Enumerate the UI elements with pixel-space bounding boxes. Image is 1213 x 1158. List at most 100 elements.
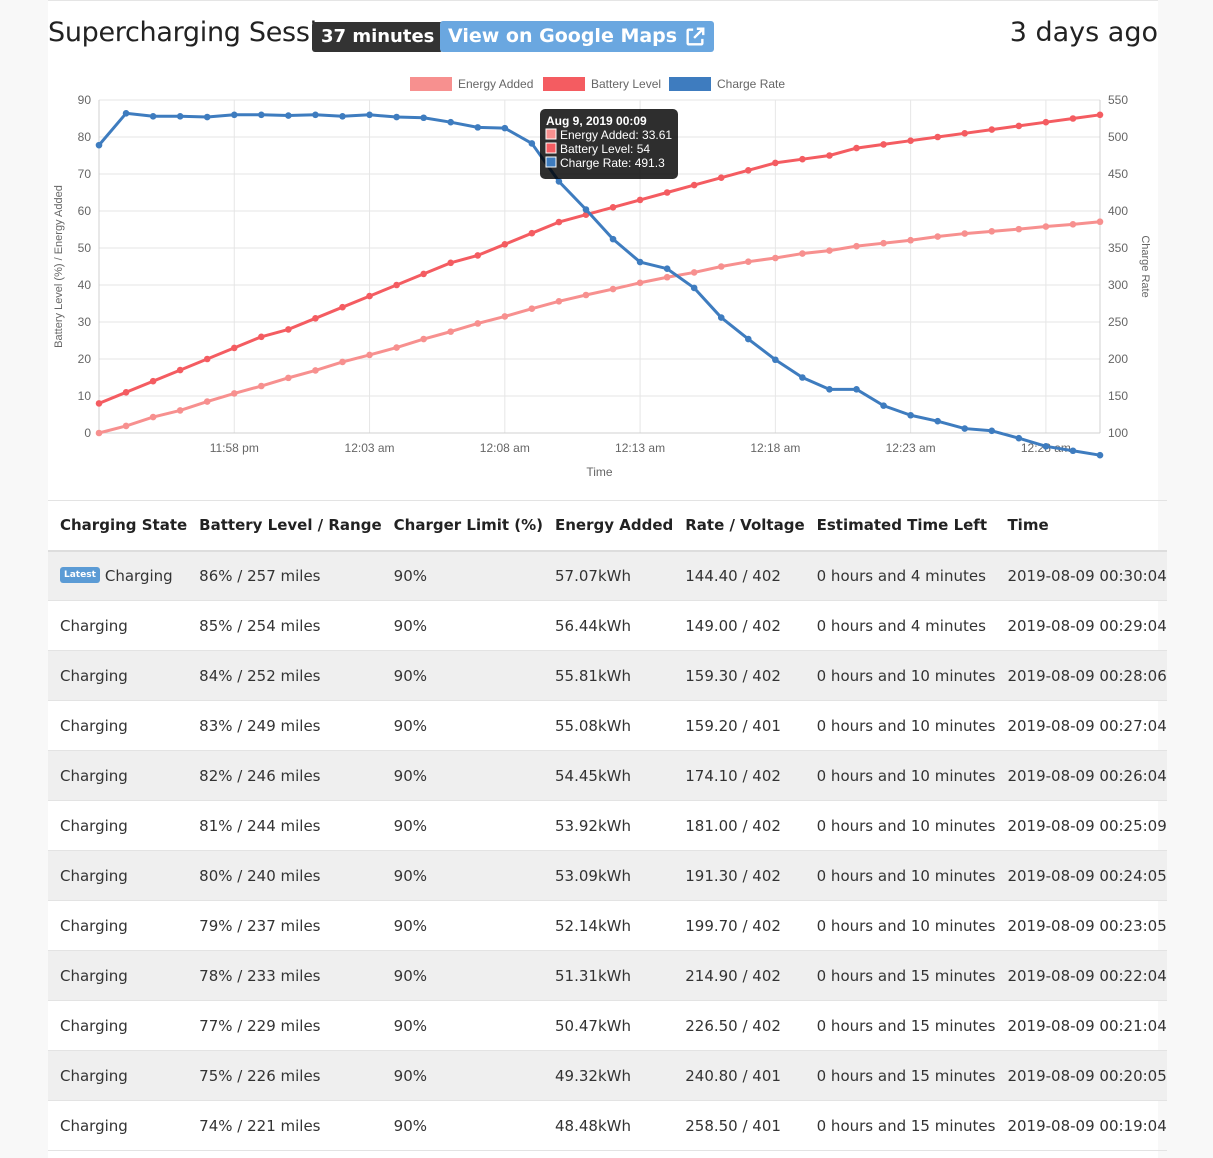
energy-added-point (95, 429, 103, 437)
y-left-tick-label: 10 (78, 389, 92, 403)
energy-added-point (528, 305, 536, 312)
energy-added-point (312, 367, 319, 374)
x-tick-label: 11:58 pm (210, 441, 259, 455)
time-left-cell: 0 hours and 10 minutes (816, 716, 996, 735)
rate-voltage-cell: 191.30 / 402 (685, 866, 781, 885)
battery-level-point (474, 252, 482, 259)
charge-rate-point (393, 113, 400, 121)
rate-voltage-cell: 199.70 / 402 (685, 916, 781, 935)
charge-rate-point (176, 112, 184, 120)
energy-added-point (474, 320, 482, 327)
battery-level-point (339, 303, 346, 311)
external-link-icon (686, 27, 705, 46)
time-left-cell: 0 hours and 15 minutes (816, 1016, 996, 1035)
energy-added-point (285, 374, 292, 382)
time-cell: 2019-08-09 00:23:05 (1007, 916, 1167, 935)
page-title: Supercharging Session (48, 17, 350, 48)
energy-added-point (366, 351, 373, 359)
battery-range-cell: 81% / 244 miles (199, 816, 321, 835)
energy-added-point (122, 422, 130, 430)
table-header-row: Charging State Battery Level / Range Cha… (48, 500, 1167, 551)
x-tick-label: 12:23 am (886, 441, 936, 455)
legend-label: Battery Level (591, 77, 661, 91)
legend-label: Charge Rate (717, 77, 785, 91)
session-panel: Supercharging Session 37 minutes View on… (48, 0, 1167, 1158)
y-right-tick-label: 100 (1108, 426, 1128, 440)
charge-rate-point (717, 314, 725, 321)
time-left-cell: 0 hours and 15 minutes (816, 966, 996, 985)
battery-level-point (799, 155, 806, 163)
energy-added-point (420, 335, 427, 343)
energy-added-point (690, 269, 698, 276)
energy-added-point (853, 242, 860, 250)
rate-voltage-cell: 149.00 / 402 (685, 616, 781, 635)
energy-added-point (501, 313, 509, 320)
y-right-tick-label: 400 (1108, 204, 1128, 218)
rate-voltage-cell: 159.30 / 402 (685, 666, 781, 685)
table-row: Charging 85% / 254 miles 90% 56.44kWh 14… (48, 601, 1167, 651)
battery-level-point (230, 344, 238, 352)
charger-limit-cell: 90% (393, 1016, 427, 1035)
top-divider (48, 0, 1158, 1)
battery-level-point (690, 181, 698, 189)
energy-added-point (203, 398, 211, 405)
chart-tooltip (540, 109, 678, 179)
x-tick-label: 12:08 am (480, 441, 530, 455)
tooltip-title: Aug 9, 2019 00:09 (546, 114, 647, 128)
charger-limit-cell: 90% (393, 766, 427, 785)
charge-rate-point (880, 402, 887, 409)
legend-swatch (669, 77, 711, 91)
charging-state-cell: Latest Charging (48, 551, 187, 601)
battery-range-cell: 86% / 257 miles (199, 566, 321, 585)
battery-level-point (555, 218, 563, 226)
y-left-tick-label: 40 (78, 278, 92, 292)
charge-rate-point (258, 111, 265, 119)
energy-added-point (663, 273, 671, 281)
charging-state: Charging (104, 566, 173, 585)
energy-added-point (961, 230, 969, 237)
battery-level-point (285, 326, 292, 333)
charge-rate-point (961, 425, 969, 432)
charger-limit-cell: 90% (393, 616, 427, 635)
y-left-tick-label: 70 (78, 167, 92, 181)
rate-voltage-cell: 174.10 / 402 (685, 766, 781, 785)
charge-rate-point (609, 235, 617, 243)
charger-limit-cell: 90% (393, 566, 427, 585)
charge-rate-point (149, 112, 157, 120)
charger-limit-cell: 90% (393, 816, 427, 835)
time-cell: 2019-08-09 00:22:04 (1007, 966, 1167, 985)
charge-rate-point (1042, 443, 1050, 450)
charge-rate-point (230, 111, 238, 119)
charge-rate-point (636, 258, 644, 266)
tooltip-swatch (545, 142, 557, 154)
y-right-tick-label: 300 (1108, 278, 1128, 292)
battery-level-point (420, 270, 427, 278)
rate-voltage-cell: 214.90 / 402 (685, 966, 781, 985)
charging-state-cell: Charging (60, 716, 128, 735)
charge-rate-point (285, 112, 292, 119)
tooltip-swatch (545, 128, 557, 140)
energy-added-cell: 51.31kWh (555, 966, 631, 985)
tooltip-line: Energy Added: 33.61 (560, 128, 672, 142)
y-left-tick-label: 50 (78, 241, 92, 255)
energy-added-cell: 55.08kWh (555, 716, 631, 735)
charging-state-cell: Charging (60, 866, 128, 885)
charging-state-cell: Charging (60, 1116, 128, 1135)
charger-limit-cell: 90% (393, 716, 427, 735)
energy-added-point (880, 239, 887, 247)
battery-level-point (717, 174, 725, 181)
energy-added-point (1042, 223, 1050, 230)
view-on-google-maps-button[interactable]: View on Google Maps (440, 21, 715, 52)
energy-added-point (1096, 218, 1104, 226)
charge-rate-point (1096, 451, 1104, 459)
x-tick-label: 12:13 am (615, 441, 665, 455)
time-left-cell: 0 hours and 10 minutes (816, 916, 996, 935)
charge-rate-point (799, 374, 806, 381)
rate-voltage-cell: 258.50 / 401 (685, 1116, 781, 1135)
energy-added-point (230, 390, 238, 397)
charging-state-cell: Charging (60, 1066, 128, 1085)
battery-range-cell: 79% / 237 miles (199, 916, 321, 935)
time-cell: 2019-08-09 00:28:06 (1007, 666, 1167, 685)
battery-range-cell: 80% / 240 miles (199, 866, 321, 885)
battery-range-cell: 78% / 233 miles (199, 966, 321, 985)
